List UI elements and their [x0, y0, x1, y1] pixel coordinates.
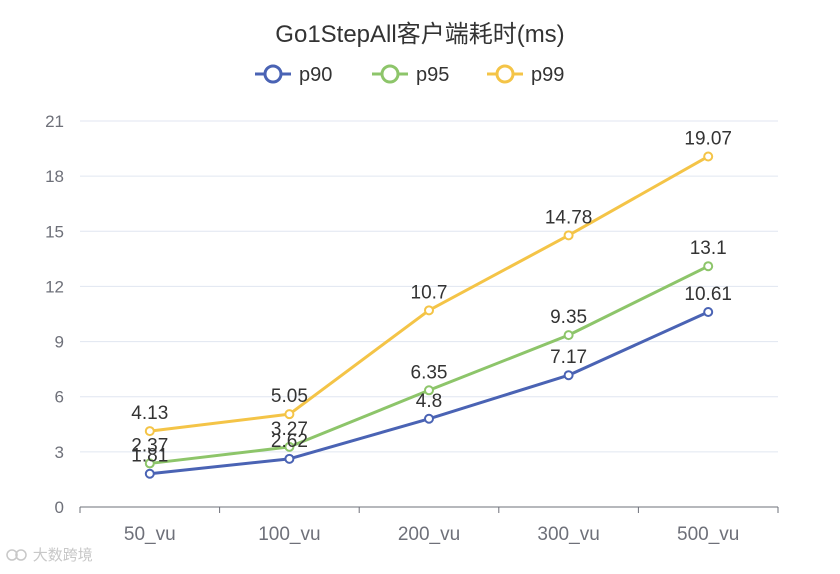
data-label-p90: 7.17 [550, 347, 587, 368]
watermark: 大数跨境 [6, 544, 93, 565]
data-label-p99: 5.05 [271, 386, 308, 407]
data-point-p95[interactable] [144, 458, 155, 469]
data-label-p99: 4.13 [131, 403, 168, 424]
data-point-p99[interactable] [144, 426, 155, 437]
chart-title: Go1StepAll客户端耗时(ms) [275, 21, 564, 48]
data-point-p90[interactable] [703, 306, 714, 317]
legend-label: p95 [416, 64, 449, 86]
x-tick-label: 300_vu [537, 524, 599, 545]
series-layer [144, 151, 714, 479]
data-label-p95: 6.35 [411, 362, 448, 383]
data-label-p90: 10.61 [684, 284, 732, 305]
data-point-p99[interactable] [703, 151, 714, 162]
x-tick-label: 100_vu [258, 524, 320, 545]
legend-item-p90[interactable]: p90 [255, 64, 332, 86]
data-label-p99: 10.7 [411, 282, 448, 303]
data-labels: 1.81 2.62 4.8 7.17 10.61 2.37 3.27 6.35 9.35 13.1… [131, 128, 732, 466]
y-tick-label: 3 [55, 443, 64, 462]
data-label-p90: 4.8 [416, 391, 442, 412]
data-label-p90: 2.62 [271, 431, 308, 452]
y-tick-label: 6 [55, 388, 64, 407]
data-point-p90[interactable] [563, 370, 574, 381]
legend-item-p95[interactable]: p95 [372, 64, 449, 86]
legend-item-p99[interactable]: p99 [487, 64, 564, 86]
x-tick-label: 200_vu [398, 524, 460, 545]
data-point-p99[interactable] [424, 305, 434, 316]
data-point-p90[interactable] [424, 413, 434, 424]
data-point-p99[interactable] [563, 230, 574, 241]
data-point-p90[interactable] [284, 453, 295, 464]
data-label-p99: 14.78 [545, 207, 593, 228]
data-label-p95: 9.35 [550, 307, 587, 328]
watermark-text: 大数跨境 [32, 546, 93, 564]
y-tick-label: 21 [45, 112, 64, 131]
data-label-p90: 1.81 [131, 446, 168, 467]
data-label-p95: 2.37 [131, 435, 168, 456]
legend-label: p90 [299, 64, 332, 86]
y-tick-label: 9 [55, 333, 64, 352]
y-axis: 0 3 6 9 12 15 18 21 [45, 112, 64, 517]
data-label-p95: 3.27 [271, 419, 308, 440]
legend-marker-icon [263, 64, 283, 84]
x-tick-label: 50_vu [124, 524, 176, 545]
y-tick-label: 15 [45, 222, 64, 241]
legend-marker-icon [380, 64, 400, 84]
x-tick-label: 500_vu [677, 524, 739, 545]
data-point-p95[interactable] [563, 330, 574, 341]
data-point-p99[interactable] [284, 409, 295, 420]
x-axis: 50_vu 100_vu 200_vu 300_vu 500_vu [79, 506, 779, 545]
data-point-p95[interactable] [703, 261, 714, 272]
legend: p90 p95 p99 [255, 64, 564, 86]
watermark-logo-icon [6, 549, 27, 561]
legend-label: p99 [531, 64, 564, 86]
y-tick-label: 12 [45, 277, 64, 296]
data-point-p90[interactable] [144, 468, 155, 479]
y-tick-label: 0 [55, 498, 64, 517]
data-point-p95[interactable] [424, 385, 434, 396]
y-tick-label: 18 [45, 167, 64, 186]
data-label-p95: 13.1 [690, 238, 727, 259]
data-label-p99: 19.07 [684, 128, 732, 149]
data-point-p95[interactable] [284, 441, 295, 452]
grid-lines [80, 120, 778, 453]
legend-marker-icon [495, 64, 515, 84]
